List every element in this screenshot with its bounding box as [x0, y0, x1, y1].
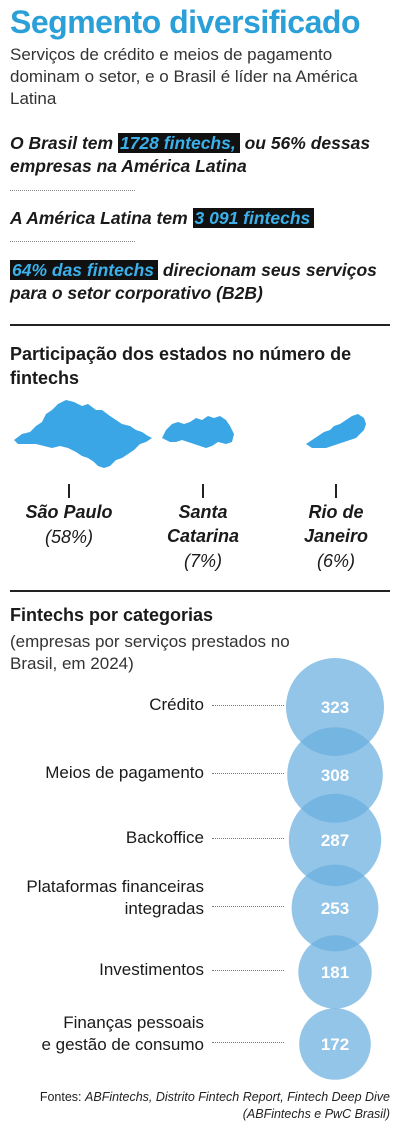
- category-label-line: Plataformas financeiras: [26, 877, 204, 896]
- bubble-4: [298, 935, 372, 1009]
- state-tick: [68, 484, 70, 498]
- bubble-value-label: 287: [321, 831, 349, 850]
- category-leader-line: [212, 838, 284, 839]
- bubble-0: [286, 658, 384, 756]
- category-label-line: e gestão de consumo: [41, 1035, 204, 1054]
- category-label: Investimentos: [99, 959, 204, 981]
- category-label-line: Crédito: [149, 695, 204, 714]
- page-subtitle: Serviços de crédito e meios de pagamento…: [10, 45, 358, 108]
- category-label-line: Finanças pessoais: [63, 1013, 204, 1032]
- state-name-sao-paulo: São Paulo: [25, 502, 113, 522]
- bubble-2: [288, 793, 382, 887]
- state-pct-sao-paulo: (58%): [44, 527, 93, 547]
- dotted-divider: [10, 241, 135, 242]
- fact-text: direcionam seus serviços para o setor co…: [10, 260, 377, 303]
- category-leader-line: [212, 906, 284, 907]
- fact-highlight: 1728 fintechs,: [117, 133, 240, 153]
- fact-text: ou 56% dessas empresas na América Latina: [10, 133, 371, 176]
- bubble-value-label: 253: [321, 899, 349, 918]
- bubble-5: [299, 1008, 371, 1080]
- state-pct-santa-catarina: (7%): [183, 551, 222, 571]
- category-leader-line: [212, 773, 284, 774]
- category-label-line: Investimentos: [99, 960, 204, 979]
- state-tick: [202, 484, 204, 498]
- bubble-value-label: 308: [321, 766, 349, 785]
- category-leader-line: [212, 705, 284, 706]
- category-label-line: Backoffice: [125, 828, 204, 847]
- bubble-value-label: 172: [321, 1035, 349, 1054]
- fact-brazil-fintechs: O Brasil tem 1728 fintechs, ou 56% dessa…: [10, 132, 395, 178]
- fact-highlight: 3 091 fintechs: [192, 208, 315, 228]
- section-divider: [10, 590, 390, 592]
- fact-latam-fintechs: A América Latina tem 3 091 fintechs: [10, 207, 395, 230]
- santa-catarina-map-icon: [162, 416, 234, 448]
- category-label: Plataformas financeiras integradas: [26, 876, 204, 920]
- state-pct-rio-de-janeiro: (6%): [316, 551, 355, 571]
- category-label: Backoffice: [126, 827, 204, 849]
- fact-text: O Brasil tem: [10, 133, 118, 153]
- sources-text: ABFintechs, Distrito Fintech Report, Fin…: [85, 1090, 390, 1121]
- fact-highlight: 64% das fintechs: [10, 260, 158, 280]
- category-label: Finanças pessoais e gestão de consumo: [41, 1012, 204, 1056]
- categories-section-title: Fintechs por categorias: [10, 605, 214, 625]
- fact-b2b: 64% das fintechs direcionam seus serviço…: [10, 259, 395, 305]
- category-leader-line: [212, 1042, 284, 1043]
- dotted-divider: [10, 190, 135, 191]
- sao-paulo-map-icon: [14, 400, 152, 468]
- rio-de-janeiro-map-icon: [306, 414, 366, 448]
- category-leader-line: [212, 970, 284, 971]
- sources: Fontes: ABFintechs, Distrito Fintech Rep…: [5, 1089, 390, 1123]
- bubbles: [286, 658, 384, 1080]
- categories-section-subtitle: (empresas por serviços prestados no Bras…: [10, 632, 290, 673]
- states-section-title: Participação dos estados no número de fi…: [10, 344, 352, 388]
- state-name-santa-catarina: Santa Catarina: [166, 502, 240, 546]
- page-title: Segmento diversificado: [10, 4, 360, 40]
- fact-text: A América Latina tem: [10, 208, 193, 228]
- state-tick: [335, 484, 337, 498]
- sources-prefix: Fontes:: [39, 1090, 86, 1104]
- category-label: Crédito: [149, 694, 204, 716]
- category-label-line: Meios de pagamento: [45, 763, 204, 782]
- section-divider: [10, 324, 390, 326]
- state-maps: [14, 400, 366, 468]
- bubble-1: [287, 727, 383, 823]
- category-label: Meios de pagamento: [45, 762, 204, 784]
- bubble-value-label: 323: [321, 698, 349, 717]
- category-label-line: integradas: [124, 899, 204, 918]
- bubble-3: [291, 864, 379, 952]
- bubble-value-label: 181: [321, 963, 349, 982]
- state-name-rio-de-janeiro: Rio de Janeiro: [303, 502, 369, 546]
